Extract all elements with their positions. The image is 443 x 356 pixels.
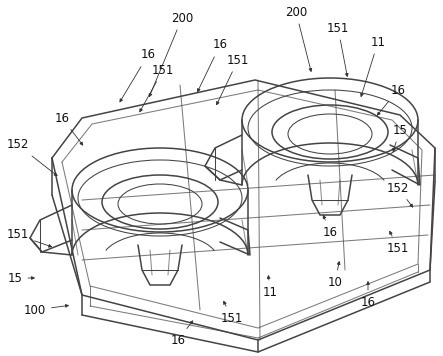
Text: 15: 15 xyxy=(8,272,34,284)
Text: 16: 16 xyxy=(54,111,83,145)
Text: 16: 16 xyxy=(377,84,405,115)
Text: 15: 15 xyxy=(392,124,408,151)
Text: 152: 152 xyxy=(387,182,413,207)
Text: 151: 151 xyxy=(387,231,409,255)
Text: 16: 16 xyxy=(361,282,376,309)
Text: 151: 151 xyxy=(140,63,174,112)
Text: 100: 100 xyxy=(24,304,68,316)
Text: 151: 151 xyxy=(7,229,51,247)
Text: 151: 151 xyxy=(217,53,249,105)
Text: 11: 11 xyxy=(263,276,277,298)
Text: 16: 16 xyxy=(323,215,338,239)
Text: 151: 151 xyxy=(327,21,349,76)
Text: 16: 16 xyxy=(198,38,228,91)
Text: 151: 151 xyxy=(221,301,243,325)
Text: 152: 152 xyxy=(7,138,57,176)
Text: 200: 200 xyxy=(285,5,312,72)
Text: 16: 16 xyxy=(120,48,155,102)
Text: 10: 10 xyxy=(327,262,342,288)
Text: 11: 11 xyxy=(361,36,385,96)
Text: 200: 200 xyxy=(149,11,193,96)
Text: 16: 16 xyxy=(171,321,193,346)
